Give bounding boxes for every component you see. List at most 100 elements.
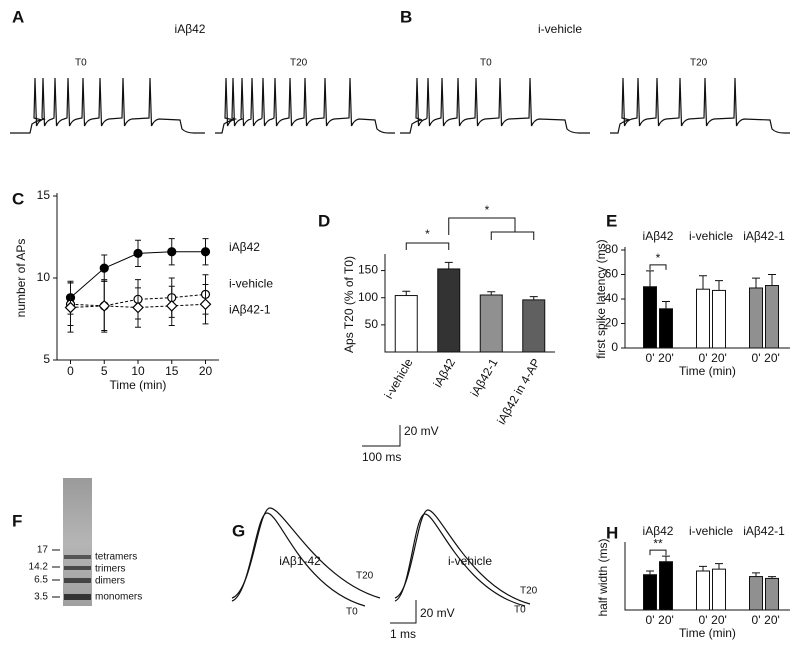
trace-label: T0 xyxy=(346,607,358,618)
marker xyxy=(98,300,111,312)
x-tick-label: 10 xyxy=(131,364,145,378)
error-bar xyxy=(662,300,670,309)
group-label: i-vehicle xyxy=(689,524,733,538)
error-bar xyxy=(529,296,538,300)
panel-letter: F xyxy=(12,511,22,530)
trace-label: T20 xyxy=(356,571,374,582)
x-axis-label: Time (min) xyxy=(679,364,736,378)
error-bar xyxy=(768,274,776,286)
annotation: ** xyxy=(653,536,663,550)
significance-bracket xyxy=(649,549,667,556)
panel-title: i-vehicle xyxy=(448,554,492,568)
error-bar xyxy=(752,572,760,577)
marker xyxy=(167,247,177,257)
axis xyxy=(624,542,790,611)
bar xyxy=(394,295,418,353)
y-tick-label: 15 xyxy=(37,188,51,202)
bar xyxy=(659,561,673,611)
trace-label: T0 xyxy=(480,58,492,69)
y-tick-label: 50 xyxy=(365,317,379,331)
x-axis-label: Time (min) xyxy=(110,378,167,392)
error-bar xyxy=(662,555,670,562)
marker xyxy=(99,263,109,273)
error-bar xyxy=(646,570,654,575)
x-tick-label: 0' xyxy=(752,351,761,365)
y-axis-label: first spike latency (ms) xyxy=(594,239,608,358)
scale-label: 20 mV xyxy=(420,606,455,620)
panel-title: i-vehicle xyxy=(538,22,582,36)
gel-band xyxy=(64,594,91,600)
panel-title: iAβ1-42 xyxy=(279,554,321,568)
spike-trace xyxy=(10,77,205,134)
trace-label: T20 xyxy=(520,586,538,597)
bar xyxy=(696,570,710,611)
bar xyxy=(643,286,657,349)
error-bar xyxy=(699,275,707,290)
annotation: * xyxy=(425,227,430,241)
error-bar xyxy=(715,563,723,570)
annotation: * xyxy=(485,203,490,217)
x-tick-label: 0 xyxy=(67,364,74,378)
y-tick-label: 100 xyxy=(358,290,378,304)
ap-trace xyxy=(394,509,531,605)
ladder-label: 17 xyxy=(37,545,49,556)
significance-bracket xyxy=(405,242,450,250)
x-tick-label: 15 xyxy=(165,364,179,378)
panel-letter: G xyxy=(232,521,245,540)
bar xyxy=(765,577,779,611)
y-axis-label: half width (ms) xyxy=(596,538,610,616)
bar xyxy=(479,294,503,353)
legend-label: iAβ42 xyxy=(229,240,260,254)
annotation: * xyxy=(656,251,661,265)
legend-label: i-vehicle xyxy=(229,277,273,291)
gel-band xyxy=(64,555,91,559)
y-tick-label: 20 xyxy=(605,316,619,330)
band-label: trimers xyxy=(95,564,126,575)
ladder-label: 14.2 xyxy=(29,562,49,573)
group-label: i-vehicle xyxy=(689,229,733,243)
scale-bar xyxy=(362,425,401,447)
x-tick-label: 20' xyxy=(658,351,674,365)
y-axis-label: number of APs xyxy=(14,239,28,318)
x-tick-label: 0' xyxy=(646,613,655,627)
y-tick-label: 5 xyxy=(43,352,50,366)
bar xyxy=(749,576,763,611)
error-bar xyxy=(768,576,776,579)
x-tick-label: 0' xyxy=(699,613,708,627)
group-label: iAβ42-1 xyxy=(743,229,785,243)
group-label: iAβ42 xyxy=(643,524,674,538)
gel-lane xyxy=(63,478,92,606)
ladder-label: 6.5 xyxy=(34,575,48,586)
bar xyxy=(696,288,710,349)
error-bar xyxy=(444,261,453,269)
spike-trace xyxy=(400,77,590,134)
axis xyxy=(56,193,219,361)
marker xyxy=(165,300,178,312)
x-tick-label: iAβ42 xyxy=(431,356,459,390)
error-bar xyxy=(752,277,760,288)
panel-letter: E xyxy=(606,211,617,230)
x-tick-label: i-vehicle xyxy=(381,356,415,401)
band-label: dimers xyxy=(95,576,125,587)
scale-bar xyxy=(390,600,417,624)
marker xyxy=(133,248,143,258)
y-tick-label: 80 xyxy=(605,242,619,256)
scale-label: 1 ms xyxy=(390,627,416,641)
y-tick-label: 10 xyxy=(37,270,51,284)
panel-title: iAβ42 xyxy=(175,22,206,36)
x-tick-label: 0' xyxy=(646,351,655,365)
ap-trace xyxy=(231,507,381,599)
ap-trace xyxy=(231,512,366,607)
trace-label: T0 xyxy=(514,605,526,616)
bar xyxy=(522,299,546,353)
y-tick-label: 60 xyxy=(605,267,619,281)
gel-band xyxy=(64,578,91,583)
bar xyxy=(643,574,657,611)
scale-label: 100 ms xyxy=(362,450,401,464)
x-tick-label: 20' xyxy=(764,351,780,365)
error-bar xyxy=(699,565,707,571)
scale-label: 20 mV xyxy=(404,424,439,438)
series-line xyxy=(70,293,206,307)
y-tick-label: 40 xyxy=(605,291,619,305)
